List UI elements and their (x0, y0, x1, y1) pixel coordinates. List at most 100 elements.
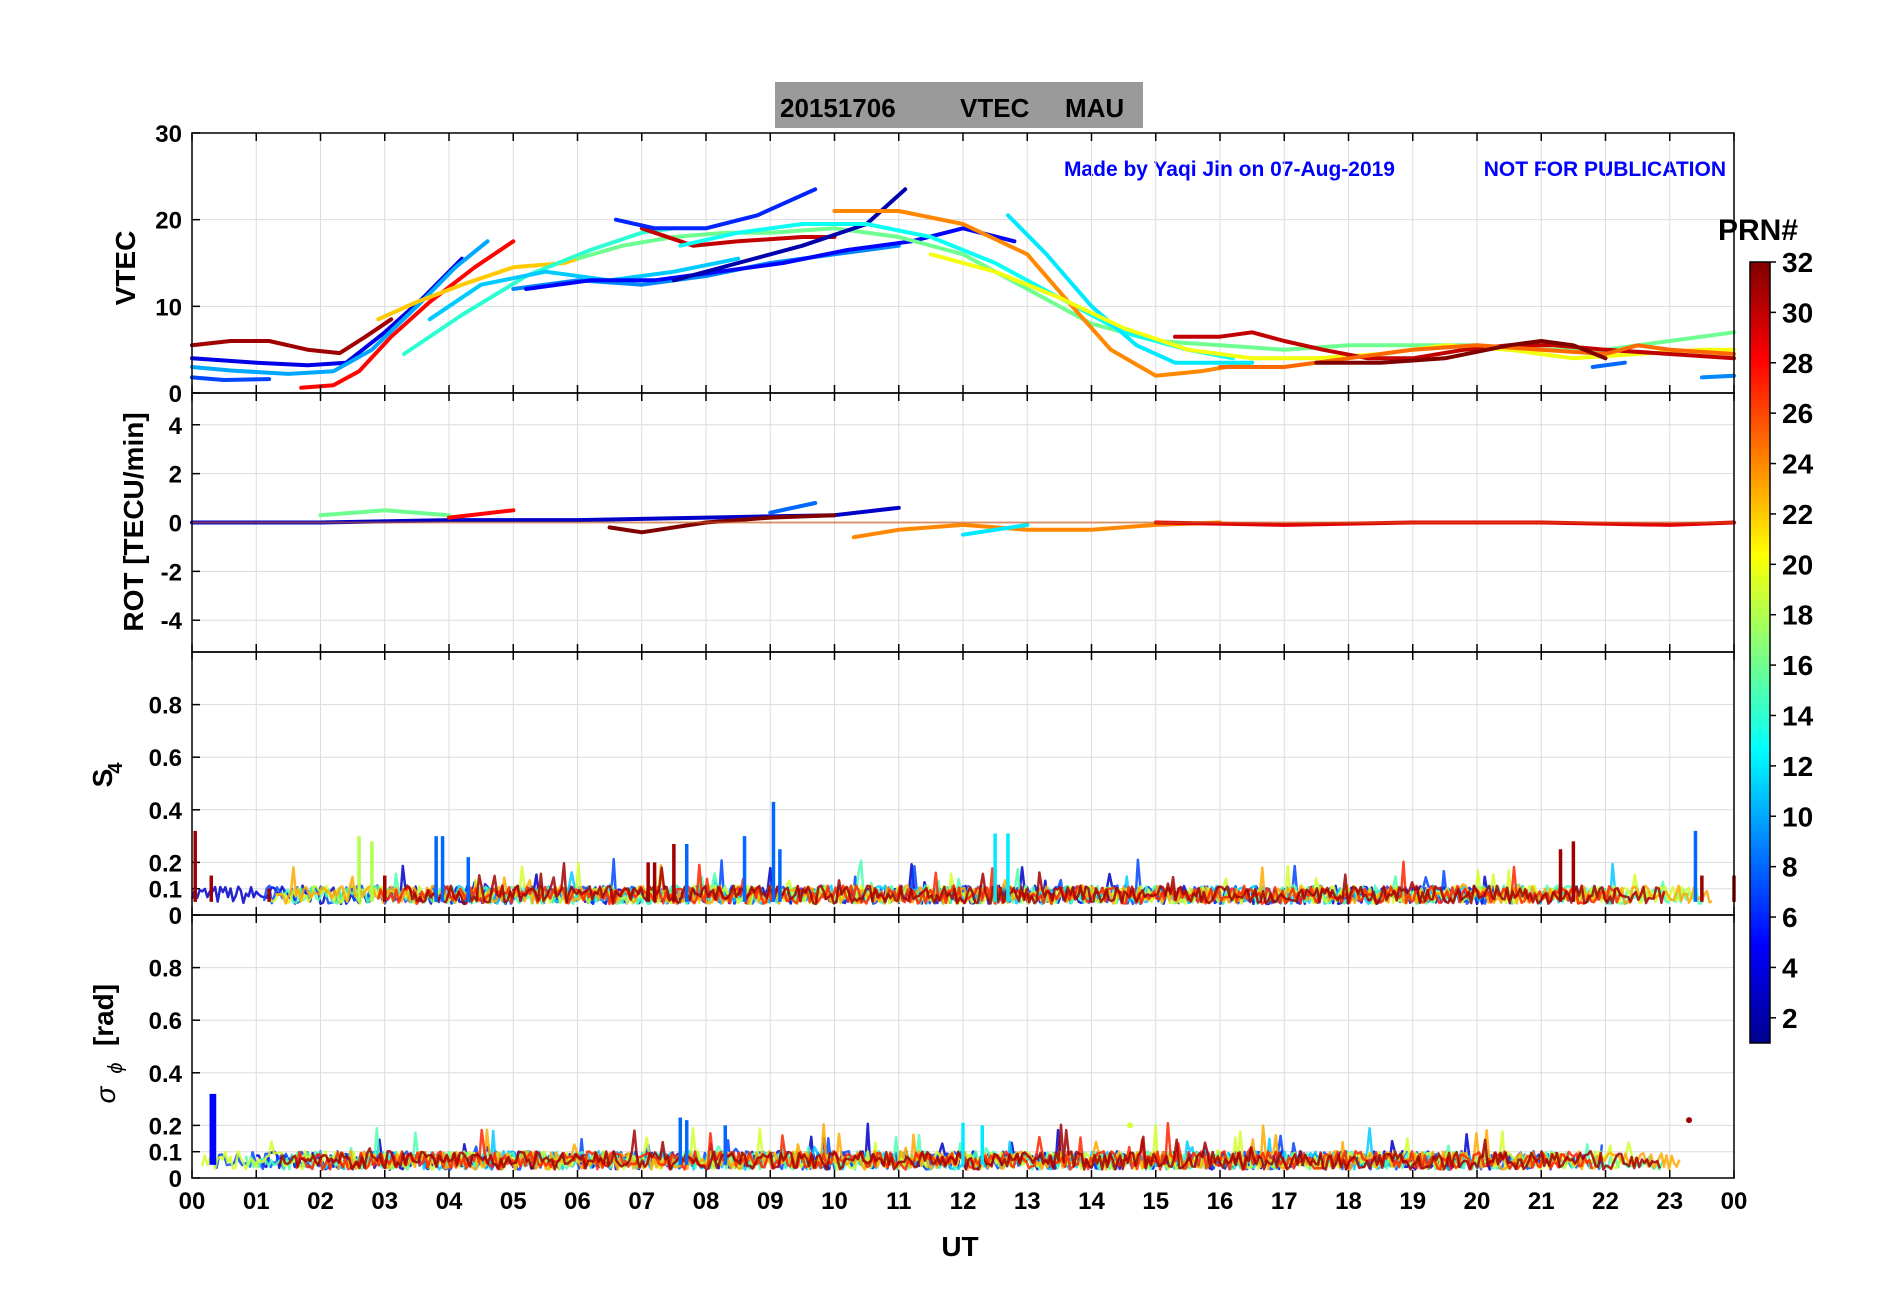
series-line (1590, 360, 1627, 369)
svg-text:S: S (87, 769, 118, 788)
x-tick-label: 01 (243, 1188, 270, 1215)
x-tick-label: 05 (500, 1188, 527, 1215)
colorbar-tick-label: 22 (1782, 499, 1813, 530)
x-tick-label: 19 (1399, 1188, 1426, 1215)
series-line (318, 508, 451, 518)
x-tick-label: 03 (371, 1188, 398, 1215)
noise-trace (278, 1123, 1662, 1171)
x-tick-label: 14 (1078, 1188, 1105, 1215)
x-tick-label: 09 (757, 1188, 784, 1215)
series-line (1006, 213, 1255, 365)
series-line (1173, 330, 1736, 361)
y-tick-label: 0.1 (149, 877, 182, 904)
colorbar-tick-label: 6 (1782, 902, 1798, 933)
colorbar-tick-label: 12 (1782, 751, 1813, 782)
y-tick-label: -2 (161, 559, 182, 586)
colorbar-tick-label: 8 (1782, 852, 1798, 883)
title-param: VTEC (960, 93, 1030, 123)
y-tick-label: 0 (169, 511, 182, 538)
y-tick-label: 0.8 (149, 956, 182, 983)
svg-text:4: 4 (105, 762, 127, 774)
colorbar-tick-label: 20 (1782, 549, 1813, 580)
series-point (1127, 1122, 1134, 1129)
svg-text:σ: σ (90, 1085, 121, 1103)
credit-text: Made by Yaqi Jin on 07-Aug-2019 (1064, 158, 1395, 181)
panel-rot: -4 -2 0 2 4 (161, 392, 1736, 653)
series-line (961, 522, 1030, 537)
colorbar-tick-label: 24 (1782, 449, 1814, 480)
colorbar-tick-label: 16 (1782, 650, 1813, 681)
colorbar-tick-label: 4 (1782, 952, 1798, 983)
x-tick-label: 16 (1207, 1188, 1234, 1215)
y-tick-label: -4 (161, 608, 183, 635)
x-tick-label: 11 (886, 1188, 911, 1215)
series-line (614, 187, 818, 231)
ylabel-s4: S 4 (87, 762, 127, 788)
series-line (524, 226, 1017, 291)
panel-frame (191, 914, 1735, 1179)
series-line (832, 209, 1255, 378)
series-point (1686, 1117, 1693, 1124)
series-line (427, 256, 741, 322)
x-tick-label: 13 (1014, 1188, 1041, 1215)
x-tick-label: 23 (1656, 1188, 1683, 1215)
x-tick-label: 00 (179, 1188, 206, 1215)
y-tick-label: 0.2 (149, 850, 182, 877)
colorbar-tick-label: 10 (1782, 801, 1813, 832)
x-tick-label: 00 (1721, 1188, 1748, 1215)
x-tick-label: 20 (1464, 1188, 1491, 1215)
y-tick-label: 4 (169, 413, 183, 440)
y-tick-label: 0 (169, 1166, 182, 1193)
series-line (190, 239, 490, 376)
x-tick-label: 22 (1592, 1188, 1619, 1215)
x-tick-label: 08 (693, 1188, 720, 1215)
x-tick-label: 17 (1271, 1188, 1298, 1215)
xlabel: UT (941, 1231, 978, 1262)
y-tick-label: 2 (169, 462, 182, 489)
x-tick-label: 02 (307, 1188, 334, 1215)
colorbar-tick-label: 32 (1782, 247, 1813, 278)
notice-text: NOT FOR PUBLICATION (1484, 158, 1726, 181)
panel-sigma-phi: 00.10.2 0.4 0.6 0.8 (149, 914, 1735, 1193)
y-tick-label: 0.4 (149, 798, 183, 825)
series-line (299, 239, 516, 390)
svg-text:ϕ: ϕ (105, 1062, 127, 1073)
series-line (851, 520, 1222, 540)
noise-trace (295, 1121, 1594, 1171)
y-tick-label: 10 (155, 294, 182, 321)
x-tick-label: 07 (628, 1188, 655, 1215)
y-tick-label: 0.6 (149, 1008, 182, 1035)
colorbar-tick-label: 14 (1782, 700, 1814, 731)
y-tick-label: 0 (169, 381, 182, 408)
x-tick-label: 06 (564, 1188, 591, 1215)
x-tick-label: 18 (1335, 1188, 1362, 1215)
noise-trace (403, 862, 1666, 906)
x-tick-label: 04 (436, 1188, 463, 1215)
series-line (376, 256, 580, 322)
y-tick-label: 30 (155, 121, 182, 148)
colorbar-tick-label: 30 (1782, 297, 1813, 328)
title-station: MAU (1065, 93, 1124, 123)
y-tick-label: 0.6 (149, 745, 182, 772)
colorbar-tick-label: 18 (1782, 600, 1813, 631)
title-box (775, 82, 1143, 128)
series-line (768, 501, 818, 515)
svg-text:[rad]: [rad] (88, 984, 119, 1046)
series-line (678, 222, 1235, 361)
y-tick-label: 0 (169, 903, 182, 930)
panel-s4: 00.10.2 0.4 0.6 0.8 (149, 651, 1736, 930)
ylabel-vtec: VTEC (110, 231, 141, 306)
series-line (1699, 373, 1736, 380)
x-tick-label: 12 (950, 1188, 977, 1215)
y-tick-label: 0.8 (149, 693, 182, 720)
x-tick-label: 15 (1142, 1188, 1169, 1215)
series-line (639, 226, 837, 248)
series-line (190, 317, 394, 356)
x-tick-labels: 00 01 02 03 04 05 06 07 08 09 10 11 12 13 14 15 16 17 18 19… (179, 1188, 1748, 1215)
y-tick-label: 0.2 (149, 1113, 182, 1140)
series-line (447, 508, 516, 520)
y-tick-label: 0.1 (149, 1140, 182, 1167)
ylabel-sigma-phi: σ ϕ [rad] (88, 984, 127, 1104)
colorbar-tick-label: 2 (1782, 1003, 1798, 1034)
